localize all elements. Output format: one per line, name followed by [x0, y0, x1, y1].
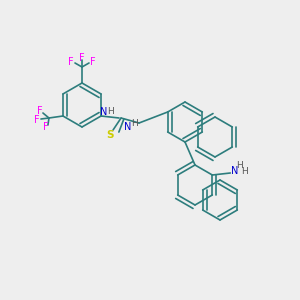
Text: H: H	[241, 167, 248, 176]
Text: H: H	[131, 119, 137, 128]
Text: F: F	[79, 53, 85, 63]
Text: S: S	[106, 130, 114, 140]
Text: H: H	[236, 161, 243, 170]
Text: N: N	[100, 107, 108, 117]
Text: F: F	[68, 57, 74, 67]
Text: F: F	[37, 106, 43, 116]
Text: N: N	[231, 166, 238, 176]
Text: F: F	[43, 122, 49, 132]
Text: H: H	[107, 107, 113, 116]
Text: F: F	[34, 115, 40, 125]
Text: N: N	[124, 122, 132, 131]
Text: F: F	[90, 57, 96, 67]
